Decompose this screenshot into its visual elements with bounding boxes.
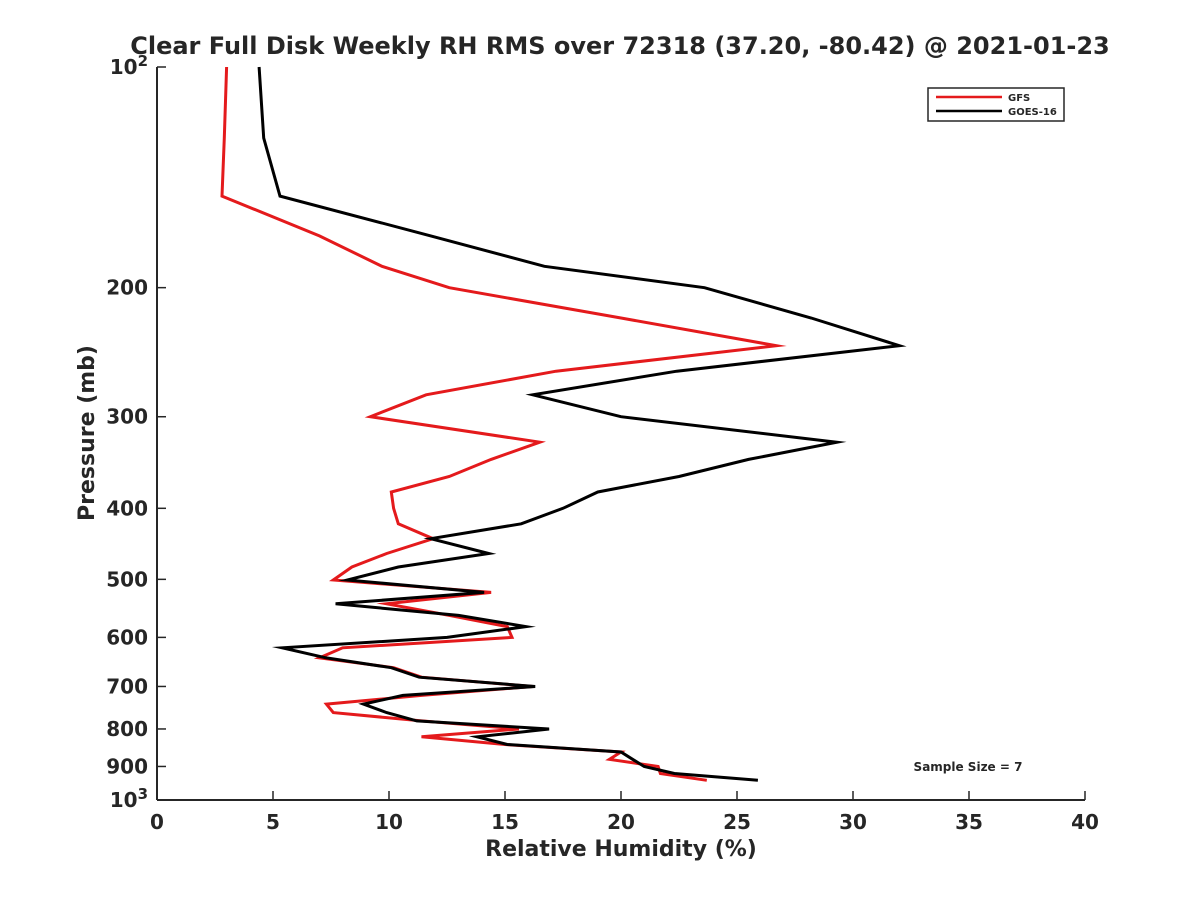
x-tick-label: 40 — [1071, 810, 1099, 834]
x-tick-label: 35 — [955, 810, 983, 834]
y-tick-label: 600 — [106, 625, 148, 649]
legend-box — [927, 87, 1065, 122]
chart-title: Clear Full Disk Weekly RH RMS over 72318… — [130, 32, 1110, 60]
legend-label-gfs: GFS — [1008, 93, 1030, 104]
plot-area: 0 5 10 15 20 25 30 35 40 102 200 300 400 500 600 700 80… — [106, 52, 1099, 834]
x-tick-label: 25 — [723, 810, 751, 834]
x-tick-label: 10 — [375, 810, 403, 834]
x-tick-label: 30 — [839, 810, 867, 834]
x-axis-ticks: 0 5 10 15 20 25 30 35 40 — [150, 791, 1099, 834]
y-tick-label: 700 — [106, 674, 148, 698]
legend: GFS GOES-16 — [927, 87, 1065, 122]
y-tick-label: 200 — [106, 276, 148, 300]
x-axis-label: Relative Humidity (%) — [485, 837, 757, 862]
series-line-gfs — [220, 66, 787, 782]
y-tick-label: 300 — [106, 405, 148, 429]
sample-size-annotation: Sample Size = 7 — [914, 760, 1023, 774]
y-tick-label: 103 — [110, 785, 148, 812]
y-tick-label: 400 — [106, 496, 148, 520]
y-axis-ticks: 102 200 300 400 500 600 700 800 900 103 — [106, 52, 166, 812]
y-tick-label: 102 — [110, 52, 148, 79]
y-tick-label: 800 — [106, 717, 148, 741]
y-axis-label: Pressure (mb) — [75, 345, 100, 521]
x-tick-label: 20 — [607, 810, 635, 834]
series-line-goes16 — [257, 66, 907, 782]
legend-label-goes16: GOES-16 — [1008, 107, 1057, 118]
series-lines — [220, 66, 907, 782]
x-tick-label: 5 — [266, 810, 280, 834]
x-tick-label: 15 — [491, 810, 519, 834]
y-tick-label: 500 — [106, 567, 148, 591]
y-tick-label: 900 — [106, 754, 148, 778]
axes-background — [157, 67, 1085, 800]
x-tick-label: 0 — [150, 810, 164, 834]
